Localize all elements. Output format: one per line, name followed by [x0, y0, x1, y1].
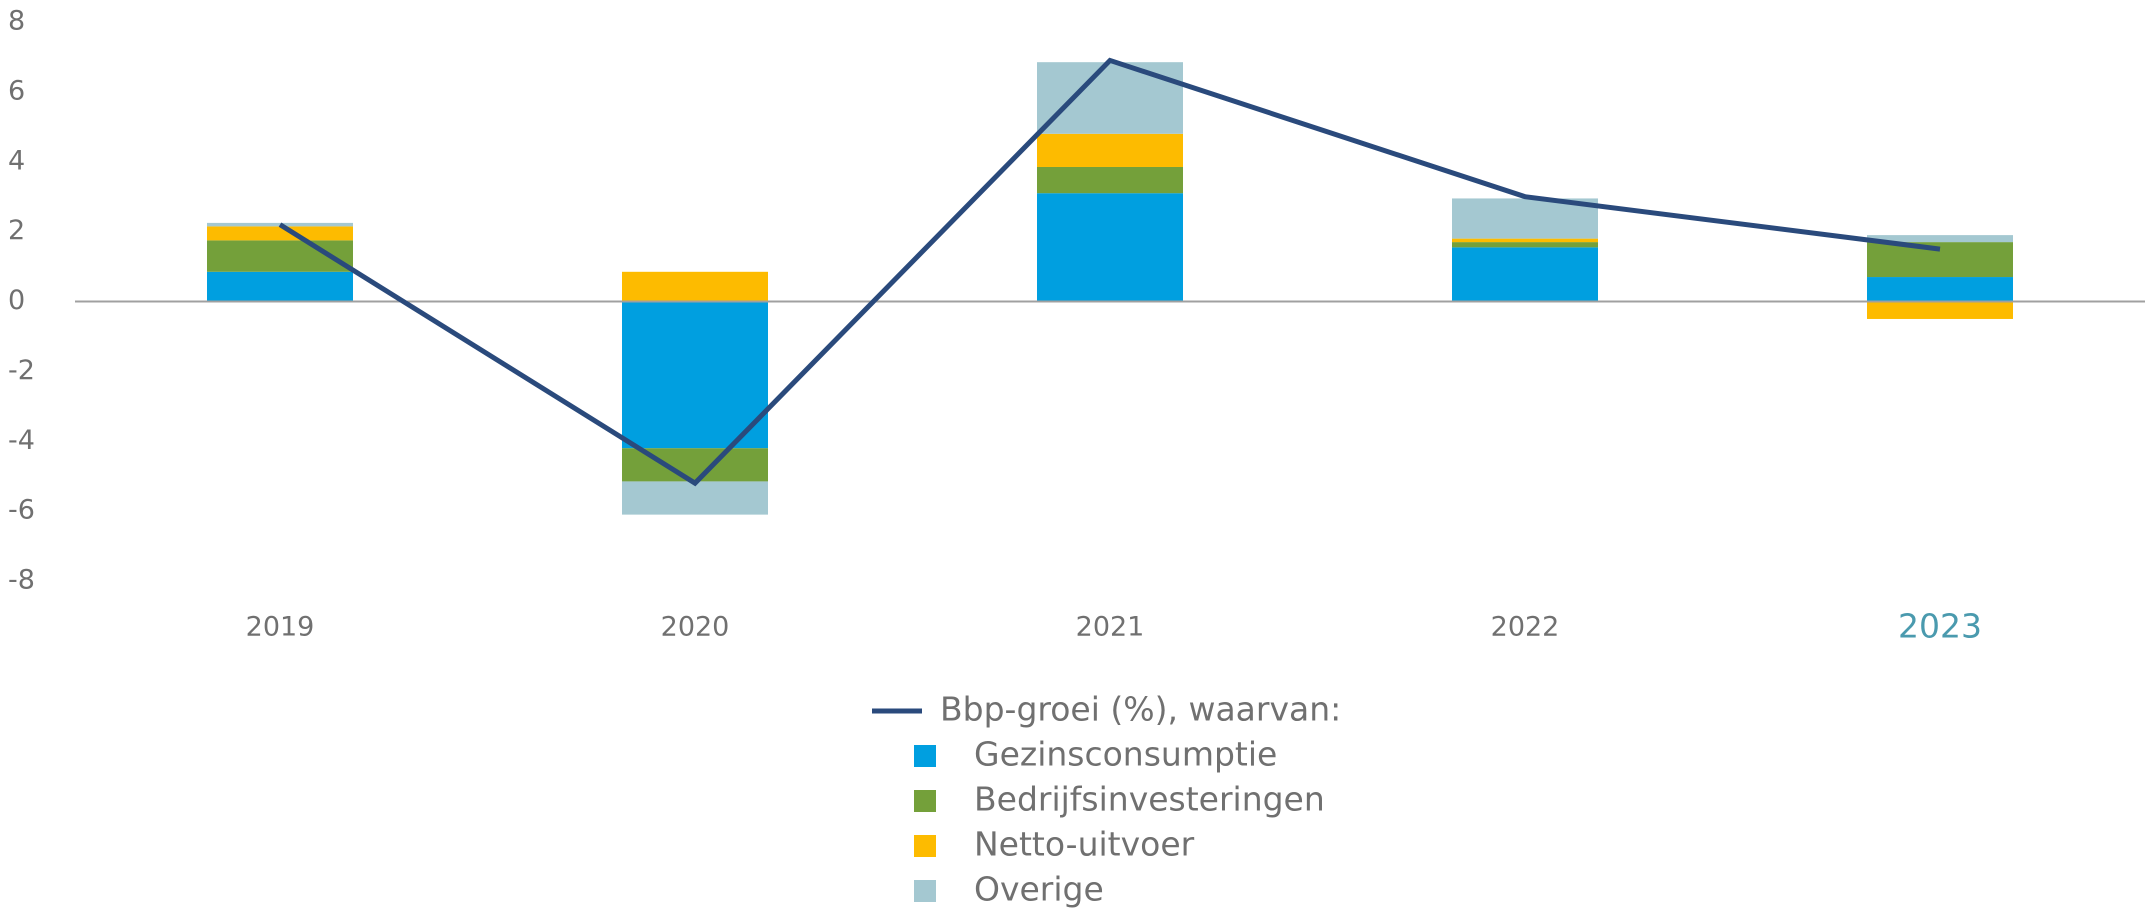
legend-swatch: [914, 745, 936, 767]
legend-swatch: [914, 835, 936, 857]
y-tick-label: 2: [8, 215, 25, 246]
bar-segment: [1452, 247, 1598, 302]
legend-swatch: [914, 880, 936, 902]
x-tick-label: 2020: [661, 612, 730, 643]
bar-segment: [1037, 133, 1183, 167]
legend-label: Gezinsconsumptie: [974, 735, 1277, 774]
y-tick-label: 6: [8, 75, 25, 106]
bar-segment: [207, 226, 353, 241]
legend-label: Overige: [974, 870, 1104, 908]
bar-segment: [1452, 238, 1598, 243]
bar-segment: [1037, 62, 1183, 134]
y-tick-label: -4: [8, 425, 35, 456]
bar-segment: [622, 481, 768, 515]
legend-label: Netto-uitvoer: [974, 825, 1195, 864]
line: [278, 57, 1941, 487]
y-tick-label: 4: [8, 145, 25, 176]
bar-segment: [1037, 166, 1183, 194]
x-tick-label: 2022: [1491, 612, 1560, 643]
bar-segment: [1452, 242, 1598, 248]
bar-segment: [1037, 193, 1183, 302]
bar-segment: [1867, 235, 2013, 243]
bar-segment: [1867, 301, 2013, 319]
bar-segment: [622, 271, 768, 302]
x-tick-label: 2019: [246, 612, 315, 643]
legend-label: Bedrijfsinvesteringen: [974, 780, 1325, 819]
y-tick-label: -6: [8, 495, 35, 526]
bar-segment: [207, 271, 353, 302]
y-tick-label: -8: [8, 565, 35, 596]
y-tick-label: -2: [8, 355, 35, 386]
legend-label: Bbp-groei (%), waarvan:: [940, 690, 1341, 729]
x-tick-label: 2023: [1898, 607, 1982, 646]
y-tick-label: 0: [8, 285, 25, 316]
bar-segment: [1867, 277, 2013, 302]
legend-swatch: [914, 790, 936, 812]
x-tick-label: 2021: [1076, 612, 1145, 643]
bar-segment: [622, 301, 768, 449]
y-tick-label: 8: [8, 6, 25, 37]
